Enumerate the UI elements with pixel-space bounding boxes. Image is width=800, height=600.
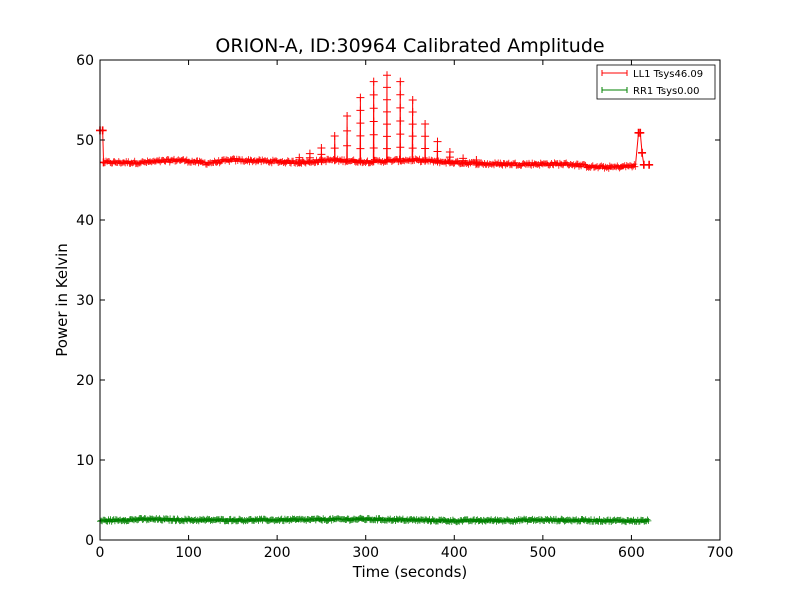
spike-markers (295, 153, 304, 167)
spike-peak (396, 77, 405, 165)
x-tick-label: 200 (264, 545, 291, 561)
legend-label-rr1: RR1 Tsys0.00 (633, 86, 700, 97)
x-tick-label: 300 (352, 545, 379, 561)
y-tick-label: 40 (76, 213, 94, 229)
spike-markers (472, 156, 481, 168)
spike-peak (421, 120, 430, 165)
legend: LL1 Tsys46.09 RR1 Tsys0.00 (596, 64, 716, 100)
ticks-layer: 0 100 200 300 400 500 600 700 0 10 20 30 40 50 60 (76, 53, 733, 561)
spike-markers (383, 71, 391, 165)
spike-peak (433, 137, 442, 166)
spike-peak (369, 77, 378, 166)
y-tick-label: 50 (76, 133, 94, 149)
y-tick-label: 10 (76, 453, 94, 469)
spike-peak (445, 148, 454, 167)
spike-peak (330, 132, 339, 165)
x-tick-label: 400 (441, 545, 468, 561)
spike-markers (433, 137, 442, 166)
spike-peak (383, 71, 391, 165)
x-tick-label: 100 (175, 545, 202, 561)
x-tick-label: 700 (707, 545, 734, 561)
y-tick-label: 20 (76, 373, 94, 389)
spike-markers (343, 112, 352, 165)
y-tick-label: 30 (76, 293, 94, 309)
series-0 (96, 71, 654, 172)
spike-peak (459, 154, 468, 167)
chart-title: ORION-A, ID:30964 Calibrated Amplitude (215, 35, 604, 57)
x-axis-label: Time (seconds) (352, 563, 468, 581)
spike-markers (445, 148, 454, 167)
spike-peak (317, 144, 326, 165)
spike-markers (408, 96, 417, 165)
series-layer (96, 71, 654, 526)
spike-markers (369, 77, 378, 166)
x-tick-label: 0 (96, 545, 105, 561)
spike-peak (472, 156, 481, 168)
x-tick-label: 600 (618, 545, 645, 561)
spike-markers (305, 149, 314, 166)
y-tick-label: 60 (76, 53, 94, 69)
spike-peak (356, 93, 365, 166)
x-tick-label: 500 (529, 545, 556, 561)
spike-markers (330, 132, 339, 165)
spike-peak (305, 149, 314, 166)
spike-markers (317, 144, 326, 165)
legend-box (596, 64, 716, 100)
legend-label-ll1: LL1 Tsys46.09 (633, 69, 703, 80)
spike-peak (408, 96, 417, 165)
endpoint-marker (99, 158, 108, 167)
legend-marker-rr1 (601, 87, 628, 93)
spike-markers (396, 77, 405, 165)
spike-peak (343, 112, 352, 165)
spike-markers (459, 154, 468, 167)
y-axis-label: Power in Kelvin (53, 243, 71, 357)
spike-peak (295, 153, 304, 167)
endpoint-marker (638, 148, 647, 157)
spike-markers (356, 93, 365, 166)
endpoint-marker (645, 160, 654, 169)
spike-markers (421, 120, 430, 165)
y-tick-label: 0 (85, 533, 94, 549)
endpoint-marker (636, 128, 645, 137)
legend-marker-ll1 (601, 70, 628, 76)
